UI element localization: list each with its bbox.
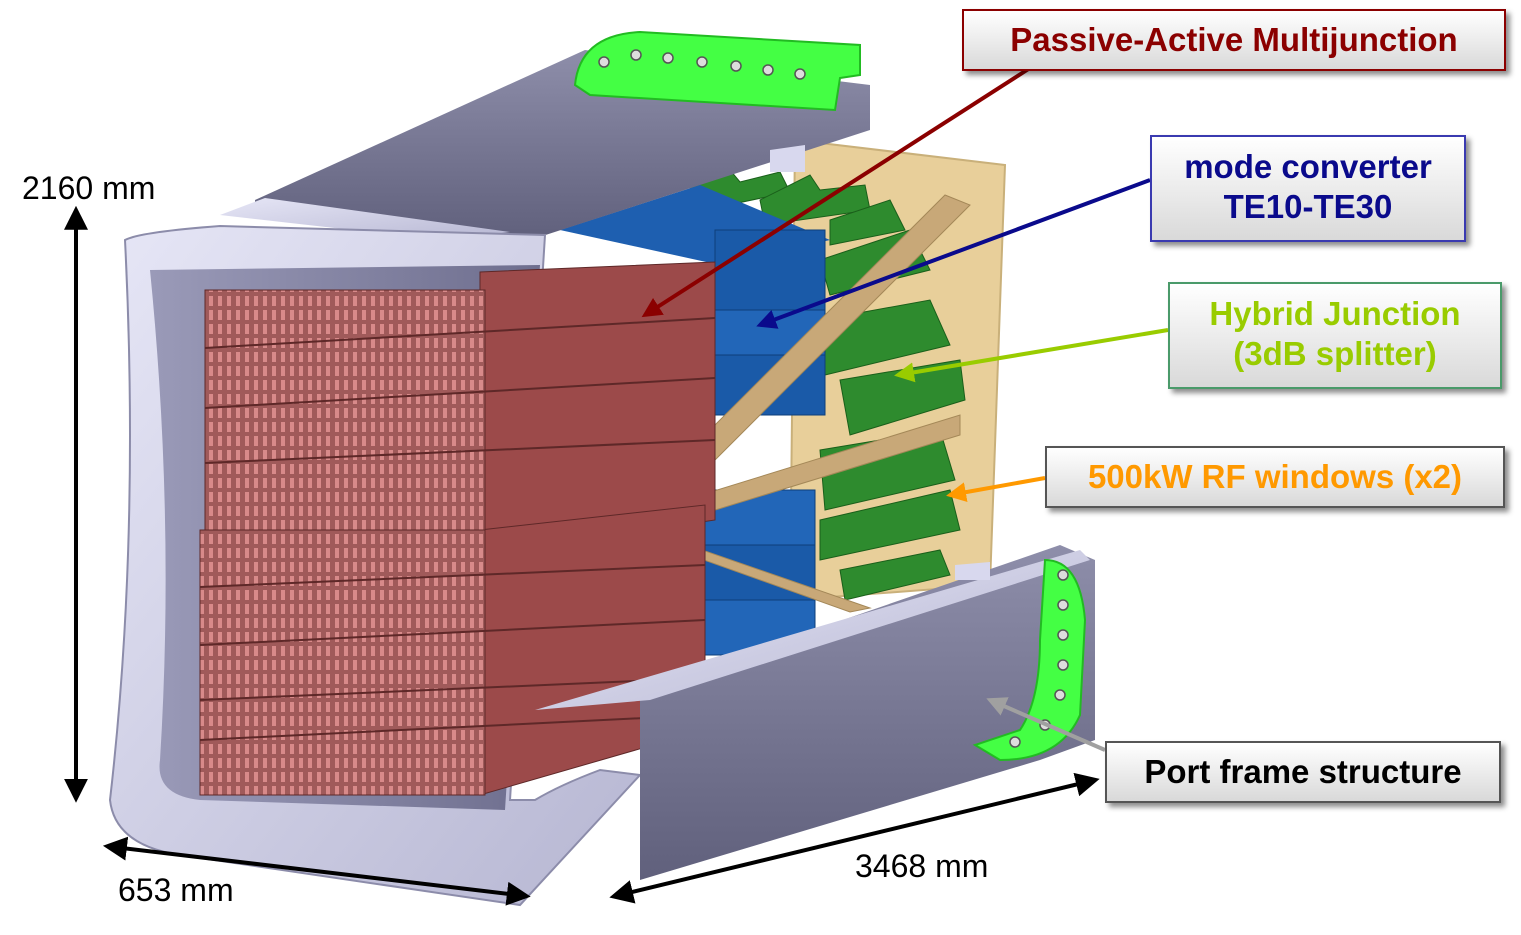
hybrid-junction-label-line1: Hybrid Junction <box>1209 295 1461 332</box>
rf-windows-callout: 500kW RF windows (x2) <box>1045 446 1505 508</box>
multijunction-label: Passive-Active Multijunction <box>1010 21 1458 58</box>
width-dimension-label: 653 mm <box>118 872 234 908</box>
mode-converter-label-line1: mode converter <box>1184 148 1432 185</box>
rf-windows-label: 500kW RF windows (x2) <box>1087 458 1463 495</box>
port-frame-arrow <box>986 697 1106 752</box>
mode-converter-arrow <box>756 178 1151 329</box>
port-frame-label: Port frame structure <box>1144 753 1462 790</box>
depth-dimension-label: 3468 mm <box>855 848 989 884</box>
hybrid-junction-arrow <box>894 328 1169 383</box>
top-flange <box>220 30 870 240</box>
height-dimension-label: 2160 mm <box>22 170 156 206</box>
hybrid-junction-label-line2: (3dB splitter) <box>1233 335 1437 372</box>
multijunction-arrow <box>641 66 1032 318</box>
mode-converters <box>560 185 830 656</box>
multijunction-callout: Passive-Active Multijunction <box>962 9 1506 71</box>
multijunction-modules <box>199 261 716 796</box>
depth-dimension-arrow <box>609 772 1100 904</box>
width-dimension-arrow <box>102 836 531 906</box>
mode-converter-callout: mode converter TE10-TE30 <box>1150 135 1466 242</box>
port-frame-callout: Port frame structure <box>1105 741 1501 803</box>
hybrid-junction-callout: Hybrid Junction (3dB splitter) <box>1168 282 1502 389</box>
mode-converter-label-line2: TE10-TE30 <box>1223 188 1393 225</box>
rf-windows-arrow <box>946 476 1046 503</box>
